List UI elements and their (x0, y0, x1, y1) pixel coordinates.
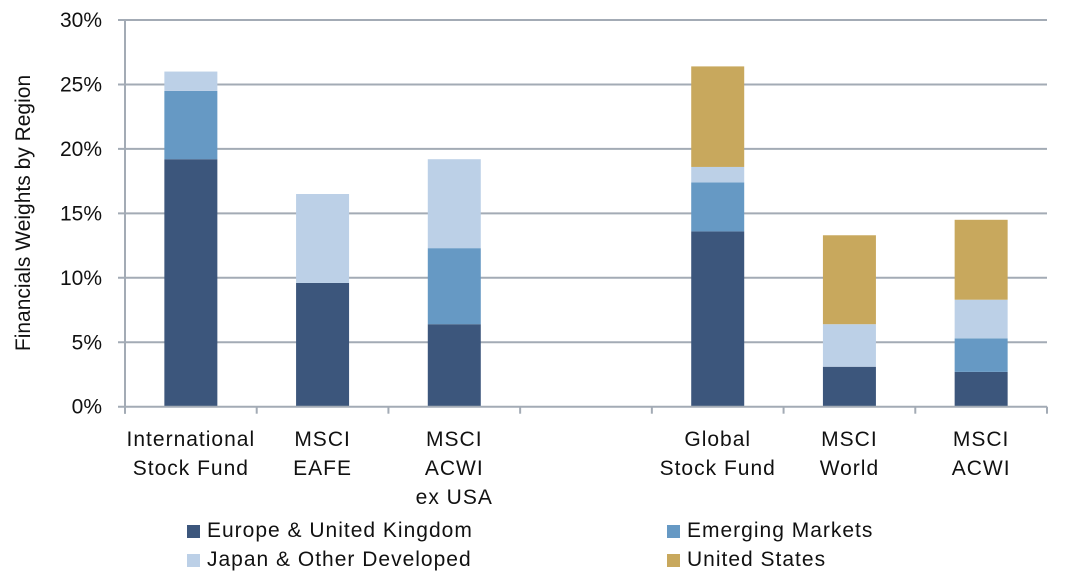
y-axis-title: Financials Weights by Region (12, 75, 35, 351)
bar-segment-japan-other-developed (691, 166, 745, 183)
x-category-label: ACWI (425, 457, 484, 480)
x-category-label: MSCI (953, 428, 1010, 451)
bar-segment-europe-united-kingdom (296, 282, 350, 407)
bar-segment-europe-united-kingdom (427, 324, 481, 407)
y-tick-label: 15% (60, 202, 102, 225)
legend-item-europe: Europe & United Kingdom (187, 519, 473, 543)
legend-swatch-japan (187, 553, 200, 567)
bar-segment-europe-united-kingdom (822, 366, 876, 407)
bar-segment-emerging-markets (954, 338, 1008, 372)
y-tick-label: 0% (72, 396, 102, 419)
axes (118, 20, 1048, 414)
bar-segment-united-states (954, 219, 1008, 300)
x-category-label: ACWI (952, 457, 1011, 480)
x-category-label: ex USA (416, 486, 493, 509)
bar-segment-emerging-markets (164, 90, 218, 160)
y-tick-label: 20% (60, 138, 102, 161)
x-category-label: Global (684, 428, 751, 451)
legend-swatch-us (667, 553, 680, 567)
bar-segment-japan-other-developed (427, 159, 481, 249)
bar-segment-emerging-markets (691, 182, 745, 232)
bars (164, 66, 1008, 407)
x-category-label: EAFE (293, 457, 352, 480)
legend-item-us: United States (667, 548, 826, 572)
legend-label-emerging: Emerging Markets (687, 519, 874, 542)
x-category-label: MSCI (426, 428, 483, 451)
y-tick-labels: 0% 5% 10% 15% 20% 25% 30% (60, 9, 102, 419)
y-tick-label: 10% (60, 267, 102, 290)
bar-segment-europe-united-kingdom (164, 159, 218, 407)
legend-label-europe: Europe & United Kingdom (207, 519, 473, 542)
legend-item-japan: Japan & Other Developed (187, 548, 472, 572)
bar-segment-japan-other-developed (296, 194, 350, 283)
y-tick-label: 5% (72, 331, 102, 354)
bar-segment-united-states (691, 66, 745, 167)
x-category-label: World (820, 457, 879, 480)
x-category-label: International (127, 428, 256, 451)
legend-swatch-emerging (667, 524, 680, 538)
y-tick-label: 25% (60, 73, 102, 96)
legend-label-japan: Japan & Other Developed (207, 548, 472, 571)
legend-item-emerging: Emerging Markets (667, 519, 873, 543)
bar-segment-emerging-markets (427, 248, 481, 325)
bar-segment-japan-other-developed (954, 299, 1008, 339)
bar-segment-japan-other-developed (164, 71, 218, 91)
bar-segment-europe-united-kingdom (954, 371, 1008, 407)
stacked-bar-chart: 0% 5% 10% 15% 20% 25% 30% International Stock F… (12, 9, 1048, 509)
x-category-label: Stock Fund (133, 457, 249, 480)
bar-segment-united-states (822, 235, 876, 325)
x-category-labels: International Stock Fund MSCI EAFE MSCI ACWI e… (127, 428, 1011, 509)
x-category-label: Stock Fund (660, 457, 776, 480)
legend-swatch-europe (187, 524, 200, 538)
x-category-label: MSCI (821, 428, 878, 451)
legend-label-us: United States (687, 548, 827, 571)
bar-segment-japan-other-developed (822, 324, 876, 367)
y-tick-label: 30% (60, 9, 102, 32)
bar-segment-europe-united-kingdom (691, 231, 745, 407)
x-category-label: MSCI (294, 428, 351, 451)
gridlines (118, 19, 1047, 344)
